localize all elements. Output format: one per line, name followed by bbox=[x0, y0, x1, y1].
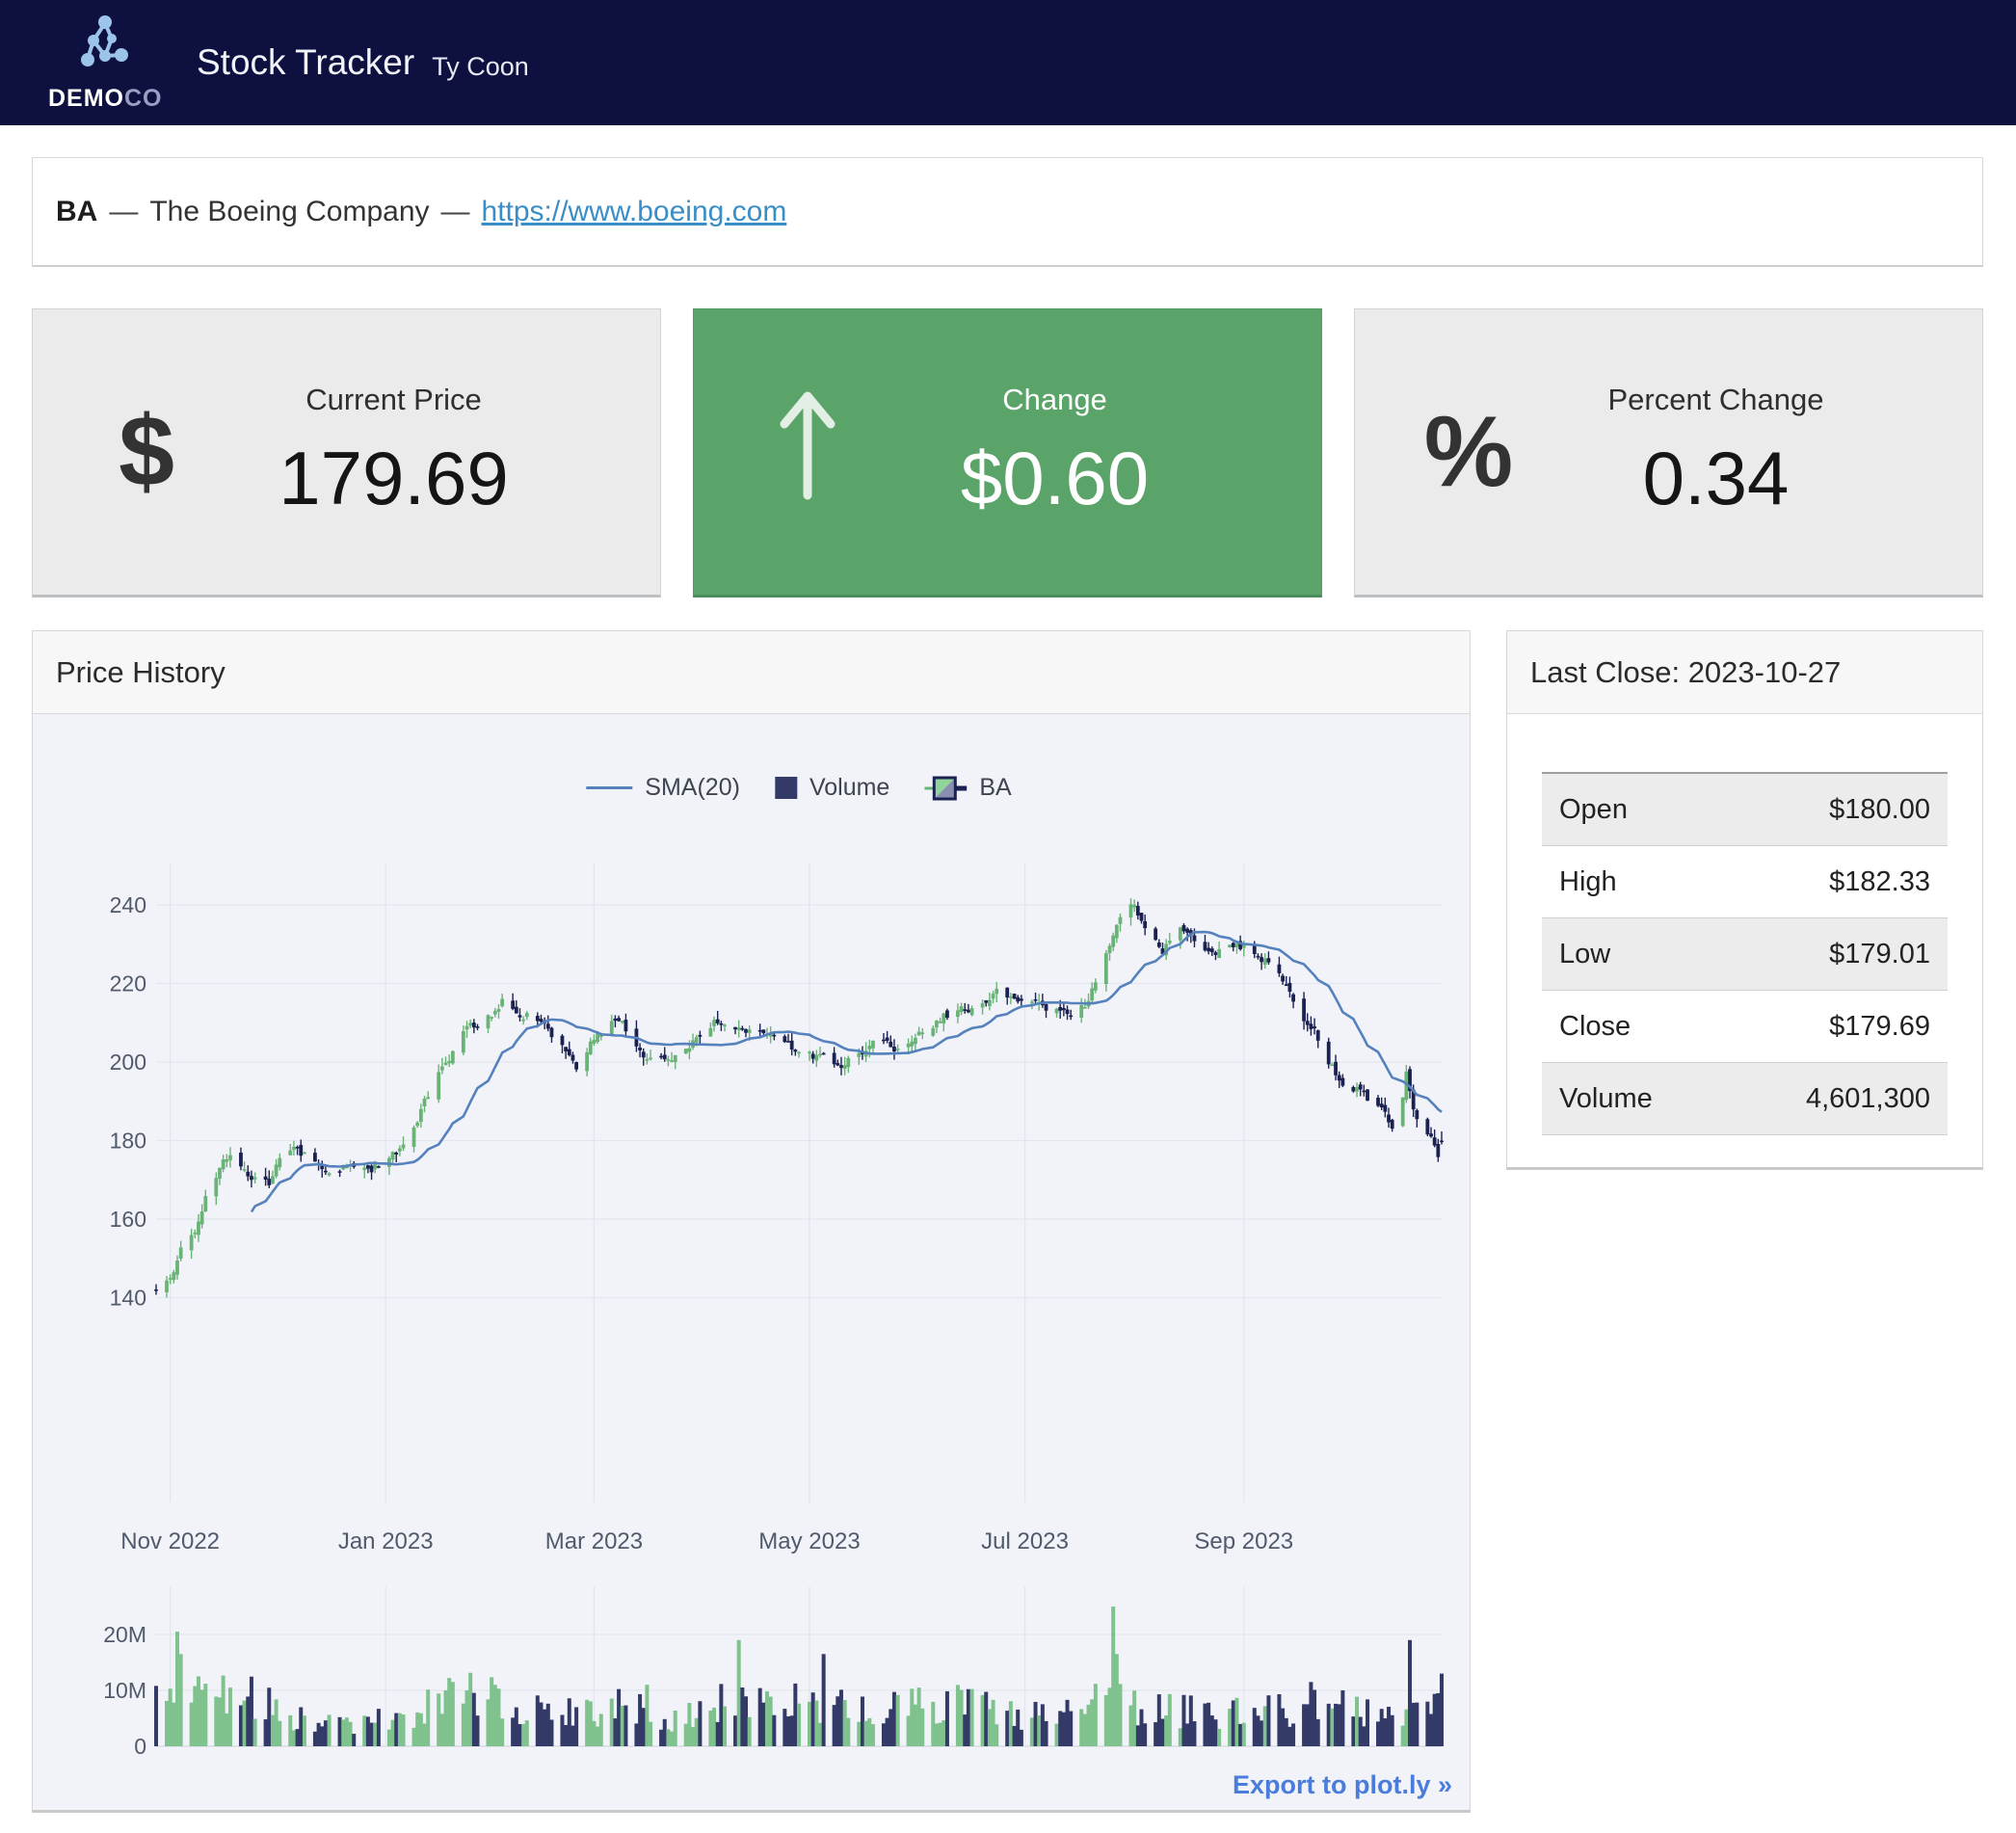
row-value: $179.01 bbox=[1722, 917, 1948, 991]
table-row: Volume 4,601,300 bbox=[1542, 1062, 1948, 1135]
svg-text:20M: 20M bbox=[103, 1622, 146, 1647]
stat-label: Current Price bbox=[305, 382, 482, 416]
company-symbol: BA bbox=[56, 195, 98, 227]
stat-value: 0.34 bbox=[1642, 435, 1790, 520]
row-label: High bbox=[1542, 845, 1723, 918]
candle-wicks bbox=[155, 898, 1443, 1298]
up-arrow-icon bbox=[727, 385, 889, 519]
company-name: The Boeing Company bbox=[149, 195, 430, 227]
brand-name: DEMOCO bbox=[48, 84, 163, 112]
ohlc-table: Open $180.00 High $182.33 Low $179.01 Cl… bbox=[1542, 772, 1948, 1135]
stat-card-change: Change $0.60 bbox=[693, 308, 1322, 598]
svg-text:200: 200 bbox=[110, 1049, 146, 1075]
candlestick-swatch-icon bbox=[924, 776, 968, 800]
panel-title: Price History bbox=[56, 654, 225, 689]
row-value: $179.69 bbox=[1722, 990, 1948, 1063]
svg-text:160: 160 bbox=[110, 1207, 146, 1232]
table-row: Low $179.01 bbox=[1542, 917, 1948, 991]
volume-bars bbox=[154, 1607, 1444, 1746]
chart-area: 140 160 180 200 220 240 0 10M 20M Nov 2022 Jan 202… bbox=[33, 714, 1470, 1810]
svg-text:240: 240 bbox=[110, 892, 146, 917]
svg-text:10M: 10M bbox=[103, 1678, 146, 1703]
company-url-link[interactable]: https://www.boeing.com bbox=[481, 195, 787, 227]
sma-line bbox=[250, 930, 1443, 1213]
legend-label: Volume bbox=[809, 774, 890, 801]
line-swatch-icon bbox=[586, 786, 633, 789]
svg-text:0: 0 bbox=[134, 1734, 146, 1759]
row-label: Open bbox=[1542, 773, 1723, 846]
svg-text:180: 180 bbox=[110, 1129, 146, 1154]
stat-cards-row: $ Current Price 179.69 Change $0.60 % Pe… bbox=[32, 308, 1983, 598]
stat-label: Change bbox=[1002, 382, 1107, 416]
legend-label: BA bbox=[979, 774, 1012, 801]
table-row: High $182.33 bbox=[1542, 845, 1948, 918]
chart-legend: SMA(20) Volume BA bbox=[586, 774, 1012, 802]
molecule-logo-icon bbox=[81, 14, 128, 66]
svg-text:220: 220 bbox=[110, 971, 146, 996]
svg-text:140: 140 bbox=[110, 1286, 146, 1311]
stat-label: Percent Change bbox=[1607, 382, 1824, 416]
svg-text:May 2023: May 2023 bbox=[758, 1528, 860, 1554]
table-row: Close $179.69 bbox=[1542, 990, 1948, 1063]
dollar-icon: $ bbox=[119, 396, 174, 508]
last-close-header: Last Close: 2023-10-27 bbox=[1507, 631, 1982, 714]
legend-item-sma[interactable]: SMA(20) bbox=[586, 774, 740, 802]
brand-logo: DEMOCO bbox=[48, 13, 162, 113]
legend-item-ba[interactable]: BA bbox=[924, 774, 1012, 802]
app-subtitle: Ty Coon bbox=[432, 51, 529, 81]
svg-text:Jan 2023: Jan 2023 bbox=[338, 1528, 434, 1554]
percent-icon: % bbox=[1423, 396, 1514, 508]
row-label: Volume bbox=[1542, 1062, 1723, 1135]
legend-item-volume[interactable]: Volume bbox=[774, 774, 890, 802]
stat-card-current-price: $ Current Price 179.69 bbox=[32, 308, 661, 598]
row-value: $182.33 bbox=[1722, 845, 1948, 918]
row-value: $180.00 bbox=[1722, 773, 1948, 846]
export-to-plotly-link[interactable]: Export to plot.ly » bbox=[1232, 1770, 1452, 1799]
svg-text:Nov 2022: Nov 2022 bbox=[120, 1528, 220, 1554]
svg-text:Jul 2023: Jul 2023 bbox=[981, 1528, 1069, 1554]
company-info-bar: BA — The Boeing Company — https://www.bo… bbox=[32, 157, 1983, 267]
price-history-chart[interactable]: 140 160 180 200 220 240 0 10M 20M Nov 2022 Jan 202… bbox=[33, 714, 1470, 1810]
candle-bodies bbox=[154, 904, 1444, 1292]
legend-label: SMA(20) bbox=[645, 774, 740, 801]
table-row: Open $180.00 bbox=[1542, 773, 1948, 846]
price-history-panel: Price History 140 160 180 200 220 240 0 10M 20M N… bbox=[32, 630, 1471, 1813]
last-close-panel: Last Close: 2023-10-27 Open $180.00 High… bbox=[1506, 630, 1983, 1170]
square-swatch-icon bbox=[774, 777, 797, 799]
row-label: Close bbox=[1542, 990, 1723, 1063]
separator-dash: — bbox=[440, 195, 470, 227]
svg-text:Mar 2023: Mar 2023 bbox=[545, 1528, 643, 1554]
app-header: DEMOCO Stock Tracker Ty Coon bbox=[0, 0, 2016, 125]
svg-text:Sep 2023: Sep 2023 bbox=[1194, 1528, 1293, 1554]
gridlines: 140 160 180 200 220 240 0 10M 20M Nov 2022 Jan 202… bbox=[103, 863, 1442, 1759]
stat-value: 179.69 bbox=[279, 435, 509, 520]
app-title: Stock Tracker bbox=[197, 42, 415, 82]
stat-card-percent-change: % Percent Change 0.34 bbox=[1354, 308, 1983, 598]
price-history-header: Price History bbox=[33, 631, 1470, 714]
row-value: 4,601,300 bbox=[1722, 1062, 1948, 1135]
stat-value: $0.60 bbox=[960, 435, 1150, 520]
row-label: Low bbox=[1542, 917, 1723, 991]
panel-title: Last Close: 2023-10-27 bbox=[1530, 654, 1842, 689]
separator-dash: — bbox=[109, 195, 139, 227]
